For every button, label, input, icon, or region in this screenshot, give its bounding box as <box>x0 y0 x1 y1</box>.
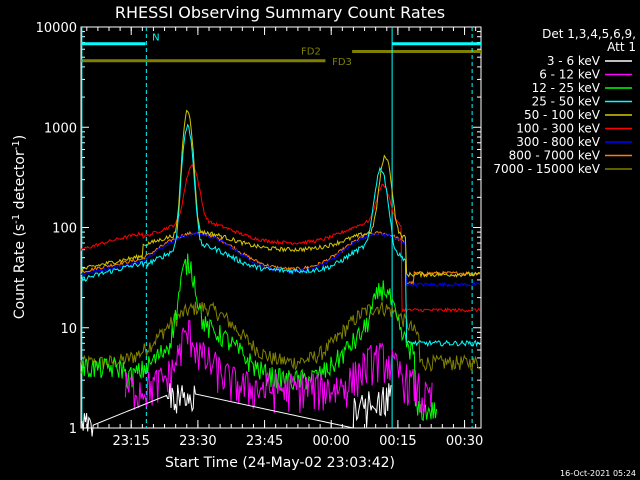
legend-entry-label: 100 - 300 keV <box>516 122 600 136</box>
fd3-label: FD3 <box>332 57 352 68</box>
x-tick-label: 00:15 <box>379 434 416 449</box>
legend-entry-label: 3 - 6 keV <box>547 54 601 68</box>
legend-entry-label: 300 - 800 keV <box>516 135 600 149</box>
legend-entry-label: 25 - 50 keV <box>532 95 601 109</box>
footer-timestamp: 16-Oct-2021 05:24 <box>560 469 636 478</box>
x-tick-label: 23:15 <box>112 434 149 449</box>
fd2-label: FD2 <box>301 47 321 58</box>
series-line-3-6 <box>80 383 392 437</box>
legend-entry-label: 800 - 7000 keV <box>509 149 601 163</box>
series-line-7000-15000 <box>80 301 481 373</box>
x-tick-label: 23:45 <box>246 434 283 449</box>
series-line-800-7000 <box>80 230 481 286</box>
legend-header: Att 1 <box>607 40 636 54</box>
y-tick-label: 100 <box>52 222 77 237</box>
series-line-50-100 <box>80 109 481 279</box>
series-line-6-12 <box>124 319 433 415</box>
legend-entry-label: 6 - 12 keV <box>539 68 601 82</box>
x-tick-label: 23:30 <box>179 434 216 449</box>
series-line-25-50 <box>80 123 481 348</box>
x-tick-label: 00:30 <box>446 434 483 449</box>
plot-frame <box>80 26 482 429</box>
y-axis-label: Count Rate (s-1 detector-1) <box>11 135 29 319</box>
y-tick-label: 10000 <box>36 21 77 36</box>
n-label: N <box>152 33 159 44</box>
y-tick-label: 10 <box>60 322 77 337</box>
legend-entry-label: 12 - 25 keV <box>532 81 601 95</box>
chart-title: RHESSI Observing Summary Count Rates <box>115 3 445 22</box>
y-tick-label: 1 <box>69 422 77 437</box>
x-tick-label: 00:00 <box>312 434 349 449</box>
series-line-100-300 <box>80 164 481 313</box>
y-tick-label: 1000 <box>44 121 77 136</box>
series-line-12-25 <box>80 253 438 422</box>
legend-header: Det 1,3,4,5,6,9, <box>542 27 636 41</box>
x-axis-label: Start Time (24-May-02 23:03:42) <box>165 455 395 471</box>
legend-entry-label: 50 - 100 keV <box>524 108 601 122</box>
legend-entry-label: 7000 - 15000 keV <box>493 162 600 176</box>
